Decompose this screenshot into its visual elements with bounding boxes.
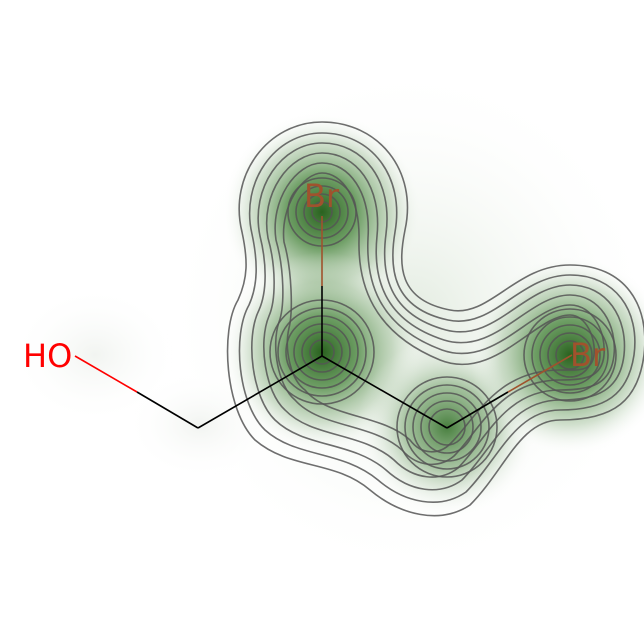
bond-c3-br2-brown [507, 354, 573, 393]
bond-c1-c2 [197, 355, 323, 429]
atom-labels: HO Br Br [23, 177, 606, 375]
bond-o1-c1 [136, 391, 199, 429]
bond-c2-c3 [321, 355, 448, 429]
bond-o1-c1-red [74, 355, 138, 393]
atom-label-bromine-top: Br [304, 177, 340, 215]
atom-label-oxygen: HO [23, 337, 72, 375]
bonds [74, 216, 573, 429]
bond-c3-br2 [446, 391, 509, 429]
atom-label-bromine-right: Br [570, 336, 606, 374]
